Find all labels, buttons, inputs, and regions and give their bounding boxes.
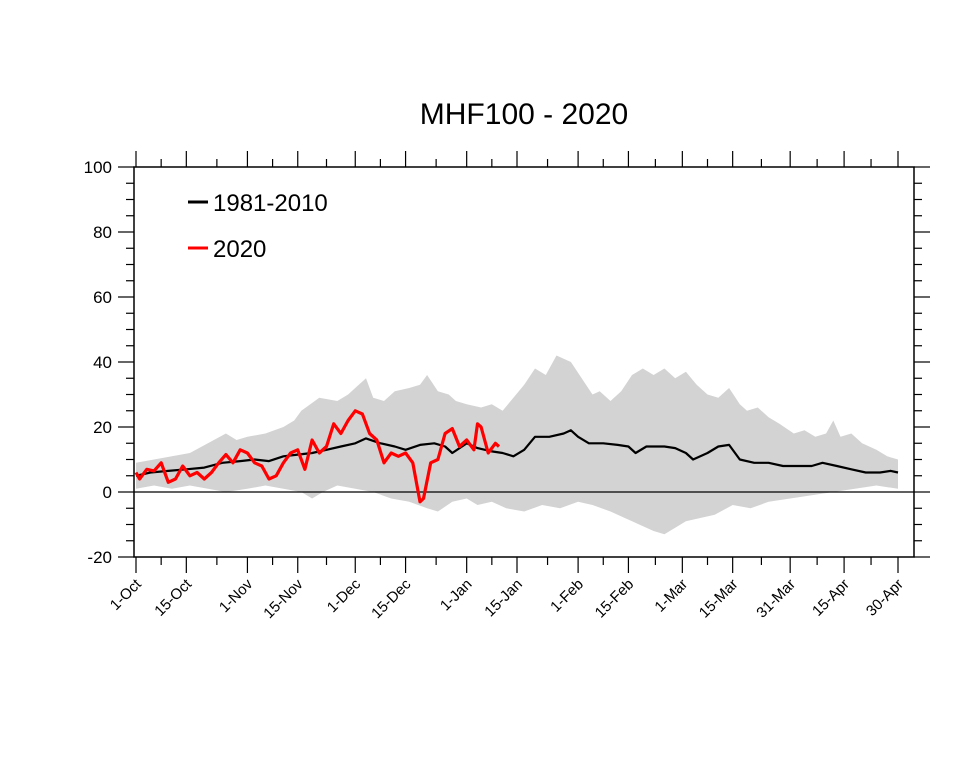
y-tick-label: 20 xyxy=(93,418,112,437)
y-tick-label: 60 xyxy=(93,288,112,307)
chart-title: MHF100 - 2020 xyxy=(420,98,628,131)
y-tick-label: 100 xyxy=(84,158,112,177)
legend: 1981-2010 2020 xyxy=(188,190,328,263)
legend-label-1981-2010: 1981-2010 xyxy=(213,190,328,217)
y-tick-label: 0 xyxy=(103,483,112,502)
y-axis-ticks: -20 0 20 40 60 80 100 xyxy=(84,158,930,567)
legend-label-2020: 2020 xyxy=(213,236,266,263)
series-line-1981-2010 xyxy=(135,429,899,477)
y-tick-label: 80 xyxy=(93,223,112,242)
climatology-range-band xyxy=(136,355,898,535)
y-tick-label: -20 xyxy=(87,548,112,567)
y-tick-label: 40 xyxy=(93,353,112,372)
series-line-2020 xyxy=(134,409,501,504)
